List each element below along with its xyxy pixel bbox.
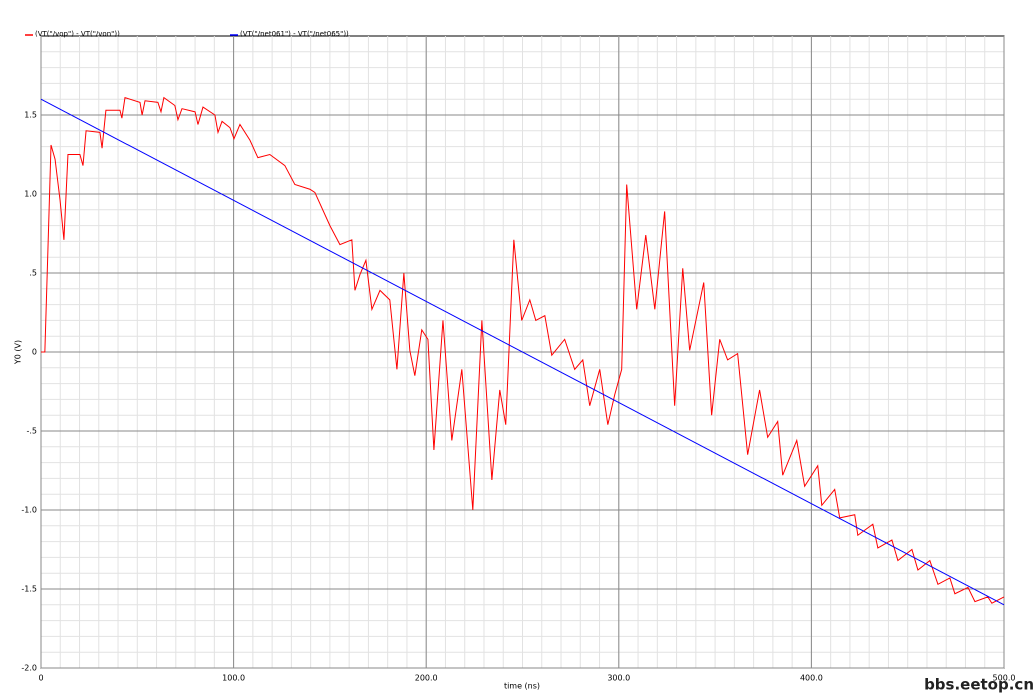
y-tick-label: 1.5 [24,111,37,120]
x-tick-label: 500.0 [993,674,1016,683]
y-tick-label: -2.0 [21,664,37,673]
x-axis-label: time (ns) [504,682,540,691]
x-tick-label: 100.0 [222,674,245,683]
y-tick-label: -1.0 [21,506,37,515]
y-tick-label: 0 [32,348,37,357]
legend-label: (VT("/vop") - VT("/von")) [35,30,120,38]
legend-label: (VT("/net061") - VT("/net065")) [240,30,349,38]
x-tick-label: 200.0 [415,674,438,683]
x-tick-label: 400.0 [800,674,823,683]
y-axis-label: Y0 (V) [14,340,23,365]
y-tick-label: .5 [29,269,37,278]
y-tick-label: 1.0 [24,190,37,199]
y-tick-label: -1.5 [21,585,37,594]
x-tick-label: 0 [38,674,43,683]
x-tick-label: 300.0 [607,674,630,683]
series-line [40,98,1005,606]
series-line [41,96,1005,604]
watermark: bbs.eetop.cn [924,676,1034,694]
y-tick-label: -.5 [26,427,37,436]
